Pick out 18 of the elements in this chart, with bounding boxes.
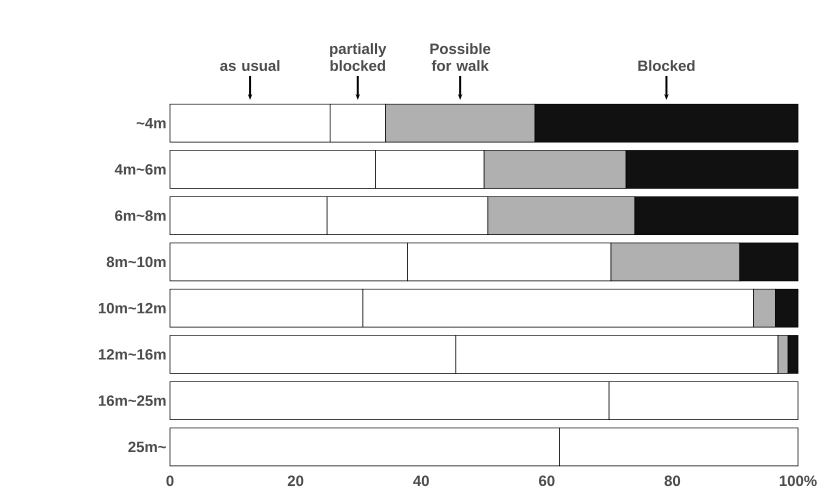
text: partially blocked: [330, 43, 386, 72]
y-tick-label: ~4m: [136, 118, 166, 128]
x-tick-label: 20: [288, 476, 304, 486]
y-tick-label: 8m~10m: [106, 256, 166, 268]
text: Possible for walk: [430, 43, 490, 72]
x-tick-label: 60: [539, 476, 554, 486]
y-tick-label: 25m~: [128, 442, 166, 452]
y-tick-label: 16m~25m: [98, 395, 166, 406]
x-tick-label: 100%: [780, 476, 817, 486]
y-tick-label: 12m~16m: [98, 349, 166, 360]
text: as usual: [220, 60, 280, 72]
y-tick-label: 10m~12m: [98, 302, 166, 314]
x-tick-label: 40: [413, 476, 429, 486]
x-tick-label: 0: [166, 476, 174, 486]
y-tick-label: 4m~6m: [114, 164, 166, 175]
y-tick-label: 6m~8m: [115, 210, 166, 221]
text: Blocked: [638, 60, 695, 72]
x-tick-label: 80: [664, 476, 680, 486]
